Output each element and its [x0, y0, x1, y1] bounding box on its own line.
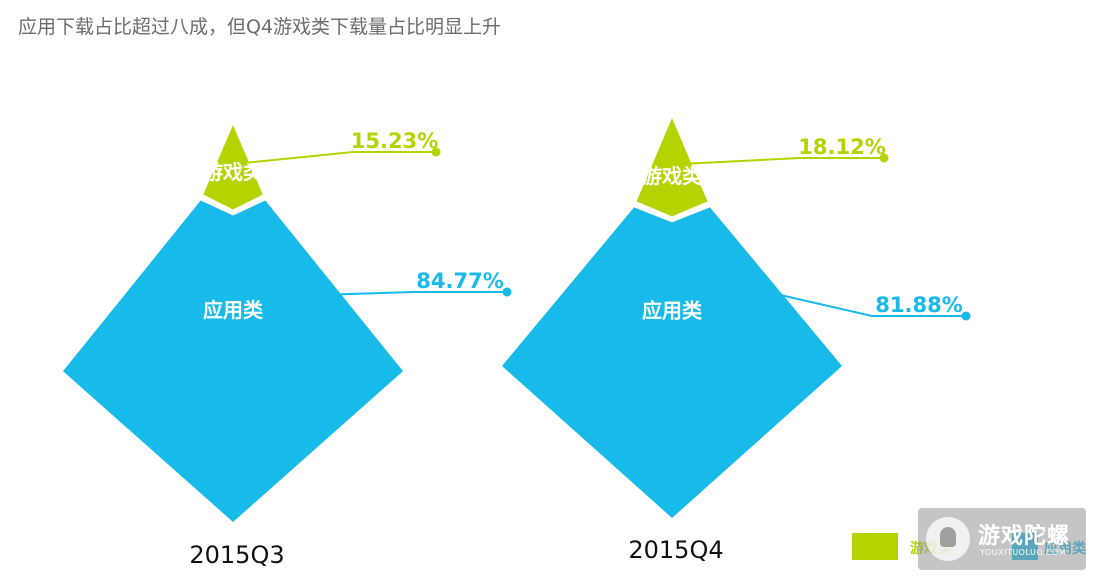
game-leader-line	[683, 157, 884, 165]
game-leader-dot	[879, 153, 889, 163]
game-segment-label: 游戏类	[642, 164, 702, 188]
game-value-label: 15.23%	[351, 129, 438, 153]
app-leader-line	[337, 291, 507, 296]
app-leader-dot	[502, 287, 512, 297]
app-value-label: 81.88%	[875, 293, 962, 317]
legend-swatch-game	[852, 533, 898, 560]
app-segment-label: 应用类	[642, 298, 702, 322]
app-segment-2015Q3	[63, 200, 403, 522]
game-leader-line	[241, 151, 436, 165]
watermark: 游戏陀螺 YOUXITUOLUO.COM	[918, 508, 1086, 570]
app-leader-dot	[961, 311, 971, 321]
game-value-label: 18.12%	[798, 135, 885, 159]
app-segment-2015Q4	[502, 207, 842, 519]
page-title: 应用下载占比超过八成，但Q4游戏类下载量占比明显上升	[18, 16, 502, 38]
watermark-domain: YOUXITUOLUO.COM	[980, 548, 1067, 557]
game-segment-label: 游戏类	[203, 160, 263, 184]
gyroscope-logo-icon	[926, 517, 970, 561]
game-segment-2015Q3	[203, 125, 263, 210]
app-leader-line	[778, 293, 966, 317]
game-segment-2015Q4	[636, 118, 708, 217]
period-label: 2015Q3	[189, 541, 284, 569]
watermark-name: 游戏陀螺	[978, 524, 1071, 549]
period-label: 2015Q4	[628, 536, 723, 564]
app-value-label: 84.77%	[416, 269, 503, 293]
app-segment-label: 应用类	[203, 298, 263, 322]
game-leader-dot	[431, 147, 441, 157]
